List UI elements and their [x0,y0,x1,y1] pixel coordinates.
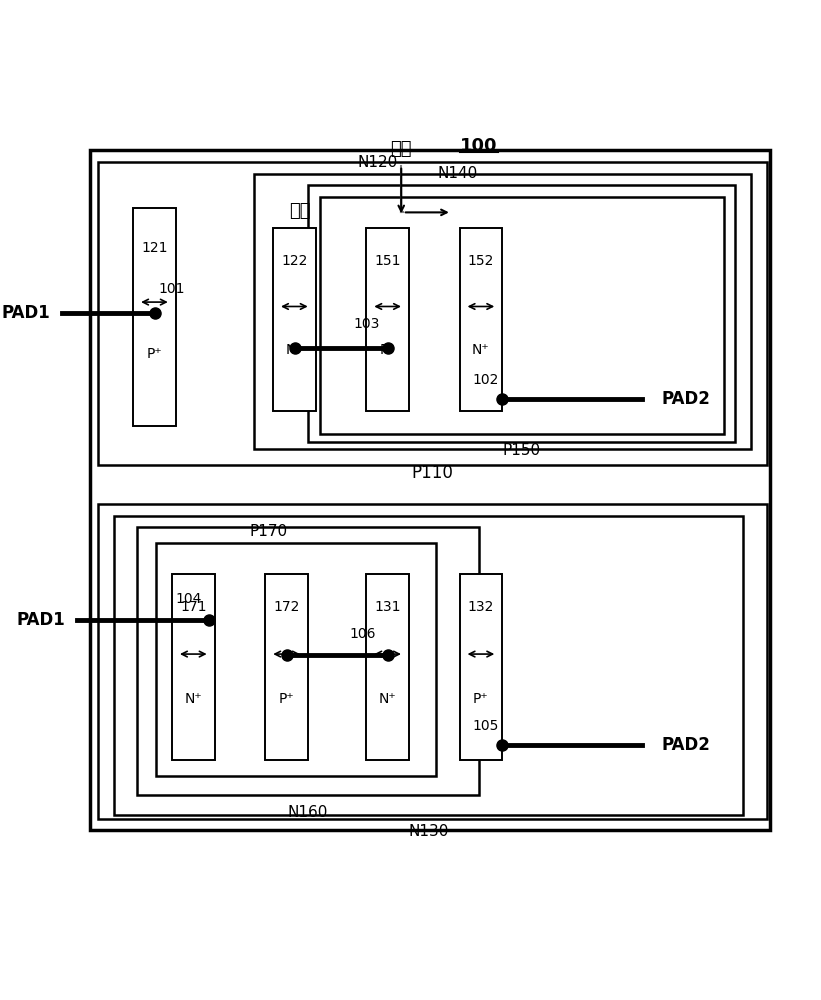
Text: 101: 101 [158,282,186,296]
Text: P110: P110 [411,464,453,482]
Bar [366,228,409,411]
Bar [308,185,736,442]
Bar [460,228,502,411]
Text: P170: P170 [250,524,287,539]
Text: P⁺: P⁺ [473,692,488,706]
Text: PAD1: PAD1 [1,304,50,322]
Text: 132: 132 [468,600,494,614]
Text: N⁺: N⁺ [185,692,202,706]
Bar [172,574,214,760]
Text: 100: 100 [461,137,498,155]
Text: PAD2: PAD2 [662,390,710,408]
Bar [98,504,767,819]
Text: N160: N160 [288,805,328,820]
Text: P150: P150 [502,443,541,458]
Text: 106: 106 [349,627,376,641]
Text: N⁺: N⁺ [378,692,397,706]
Text: P⁺: P⁺ [279,692,295,706]
Text: 151: 151 [374,254,401,268]
Bar [90,150,770,830]
Text: 121: 121 [141,241,167,255]
Text: 104: 104 [175,592,201,606]
Text: 131: 131 [374,600,401,614]
Text: N140: N140 [438,166,478,181]
Bar [137,527,479,795]
Text: 纵向: 纵向 [391,140,412,158]
Text: 122: 122 [281,254,308,268]
Text: 172: 172 [273,600,300,614]
Text: PAD1: PAD1 [16,611,66,629]
Bar [113,516,743,815]
Bar [265,574,308,760]
Bar [156,543,436,776]
Text: N130: N130 [408,824,448,839]
Bar [273,228,316,411]
Text: 横向: 横向 [290,202,311,220]
Bar [319,197,724,434]
Text: 171: 171 [180,600,207,614]
Bar [98,162,767,465]
Bar [133,208,176,426]
Text: 102: 102 [472,373,498,387]
Text: 103: 103 [353,317,379,331]
Text: P⁺: P⁺ [380,343,396,357]
Text: 105: 105 [472,719,498,733]
Text: 152: 152 [468,254,494,268]
Bar [366,574,409,760]
Bar [460,574,502,760]
Text: N⁺: N⁺ [472,343,489,357]
Text: N120: N120 [358,155,398,170]
Text: PAD2: PAD2 [662,736,710,754]
Bar [254,174,751,449]
Text: N⁺: N⁺ [286,343,303,357]
Text: P⁺: P⁺ [147,347,163,361]
